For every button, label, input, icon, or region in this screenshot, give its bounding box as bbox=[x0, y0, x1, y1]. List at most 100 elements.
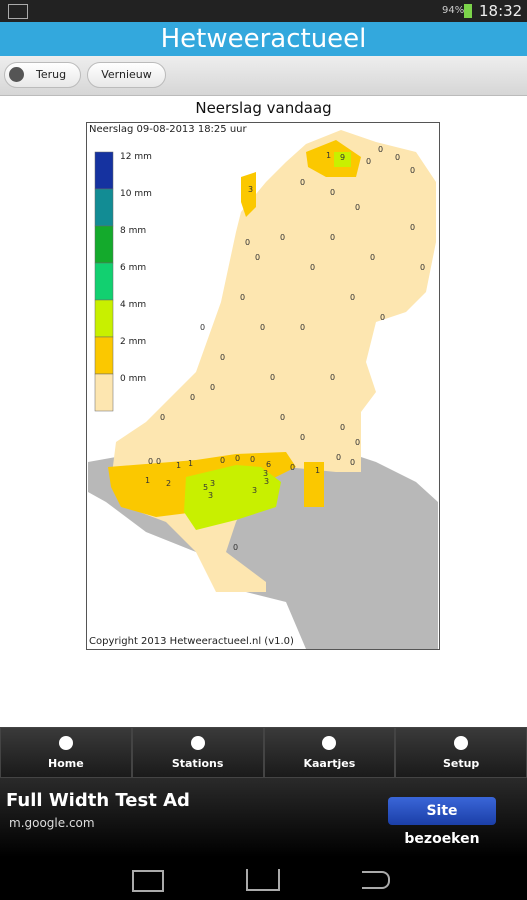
station-reading: 0 bbox=[420, 263, 425, 272]
station-reading: 0 bbox=[220, 456, 225, 465]
nav-kaartjes[interactable]: Kaartjes bbox=[263, 727, 396, 778]
station-reading: 0 bbox=[245, 238, 250, 247]
copyright: Copyright 2013 Hetweeractueel.nl (v1.0) bbox=[89, 636, 294, 647]
legend-swatch bbox=[94, 188, 114, 227]
station-reading: 0 bbox=[395, 153, 400, 162]
station-reading: 1 bbox=[176, 461, 181, 470]
battery-percent: 94% bbox=[442, 5, 465, 16]
station-reading: 0 bbox=[148, 457, 153, 466]
station-reading: 3 bbox=[252, 486, 257, 495]
battery-icon bbox=[464, 4, 472, 18]
ad-button[interactable]: Site bezoeken bbox=[388, 797, 496, 847]
legend-swatch bbox=[94, 151, 114, 190]
back-label: Terug bbox=[36, 68, 67, 81]
station-reading: 0 bbox=[410, 223, 415, 232]
station-reading: 0 bbox=[250, 455, 255, 464]
legend-label: 12 mm bbox=[120, 152, 152, 162]
legend-label: 6 mm bbox=[120, 263, 146, 273]
nav-label: Setup bbox=[442, 757, 480, 770]
station-reading: 3 bbox=[208, 491, 213, 500]
station-reading: 0 bbox=[270, 373, 275, 382]
station-reading: 0 bbox=[300, 323, 305, 332]
legend-swatch bbox=[94, 336, 114, 375]
back-system[interactable] bbox=[362, 871, 390, 889]
station-reading: 0 bbox=[190, 393, 195, 402]
station-reading: 0 bbox=[255, 253, 260, 262]
station-reading: 5 bbox=[203, 483, 208, 492]
rain-2mm-island bbox=[241, 172, 256, 217]
nav-label: Stations bbox=[171, 757, 224, 770]
station-reading: 0 bbox=[310, 263, 315, 272]
station-reading: 0 bbox=[290, 463, 295, 472]
legend-label: 8 mm bbox=[120, 226, 146, 236]
station-reading: 0 bbox=[233, 543, 238, 552]
station-reading: 3 bbox=[264, 477, 269, 486]
toolbar: Terug Vernieuw bbox=[0, 56, 527, 96]
ad-url: m.google.com bbox=[9, 816, 95, 830]
nav-home[interactable]: Home bbox=[0, 727, 132, 778]
clock: 18:32 bbox=[479, 2, 523, 20]
nav-label: Kaartjes bbox=[303, 757, 356, 770]
station-reading: 9 bbox=[340, 153, 345, 162]
station-reading: 0 bbox=[240, 293, 245, 302]
bottom-nav: Home Stations Kaartjes Setup bbox=[0, 727, 527, 778]
station-reading: 1 bbox=[326, 151, 331, 160]
station-reading: 0 bbox=[330, 188, 335, 197]
refresh-button[interactable]: Vernieuw bbox=[87, 62, 166, 88]
station-reading: 0 bbox=[336, 453, 341, 462]
home-button[interactable] bbox=[246, 869, 280, 891]
station-reading: 0 bbox=[378, 145, 383, 154]
map-caption: Neerslag 09-08-2013 18:25 uur bbox=[89, 124, 248, 135]
ad-banner[interactable]: Full Width Test Ad m.google.com Site bez… bbox=[0, 778, 527, 857]
station-reading: 0 bbox=[410, 166, 415, 175]
app-title: Hetweeractueel bbox=[0, 22, 527, 56]
legend: 12 mm 10 mm 8 mm 6 mm 4 mm 2 mm 0 mm bbox=[94, 151, 152, 412]
station-reading: 2 bbox=[166, 479, 171, 488]
rain-4mm bbox=[184, 465, 281, 530]
station-reading: 0 bbox=[280, 233, 285, 242]
station-reading: 6 bbox=[266, 460, 271, 469]
station-reading: 0 bbox=[340, 423, 345, 432]
legend-swatch bbox=[94, 225, 114, 264]
back-button[interactable]: Terug bbox=[4, 62, 81, 88]
legend-swatch bbox=[94, 299, 114, 338]
station-reading: 0 bbox=[300, 178, 305, 187]
station-reading: 0 bbox=[200, 323, 205, 332]
station-reading: 0 bbox=[156, 457, 161, 466]
legend-label: 4 mm bbox=[120, 300, 146, 310]
refresh-label: Vernieuw bbox=[101, 68, 152, 81]
station-reading: 0 bbox=[220, 353, 225, 362]
notification-icon bbox=[8, 4, 28, 19]
station-reading: 0 bbox=[260, 323, 265, 332]
station-reading: 1 bbox=[315, 466, 320, 475]
station-reading: 0 bbox=[350, 293, 355, 302]
ad-title: Full Width Test Ad bbox=[6, 790, 190, 811]
station-reading: 3 bbox=[248, 185, 253, 194]
station-reading: 0 bbox=[370, 253, 375, 262]
station-reading: 0 bbox=[300, 433, 305, 442]
station-reading: 0 bbox=[210, 383, 215, 392]
nav-stations[interactable]: Stations bbox=[131, 727, 264, 778]
status-bar: 94% 18:32 bbox=[0, 0, 527, 22]
station-reading: 0 bbox=[330, 373, 335, 382]
heading: Neerslag vandaag bbox=[195, 99, 332, 117]
rain-2mm-east bbox=[304, 462, 324, 507]
station-reading: 0 bbox=[380, 313, 385, 322]
station-reading: 0 bbox=[280, 413, 285, 422]
nav-setup[interactable]: Setup bbox=[395, 727, 527, 778]
legend-label: 0 mm bbox=[120, 374, 146, 384]
station-reading: 0 bbox=[355, 438, 360, 447]
rain-2mm-north bbox=[306, 140, 361, 177]
station-reading: 3 bbox=[210, 479, 215, 488]
legend-label: 10 mm bbox=[120, 189, 152, 199]
rain-4mm-north bbox=[334, 152, 351, 167]
legend-swatch bbox=[94, 373, 114, 412]
station-reading: 0 bbox=[366, 157, 371, 166]
recent-apps[interactable] bbox=[132, 870, 164, 892]
station-reading: 0 bbox=[235, 454, 240, 463]
system-nav bbox=[0, 857, 527, 900]
legend-label: 2 mm bbox=[120, 337, 146, 347]
